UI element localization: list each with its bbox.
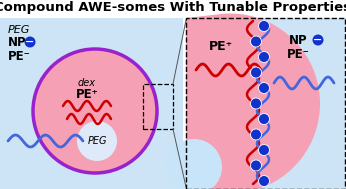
Circle shape bbox=[312, 35, 324, 46]
Circle shape bbox=[258, 83, 270, 94]
Circle shape bbox=[251, 67, 262, 78]
Bar bbox=[186, 18, 346, 189]
Circle shape bbox=[25, 36, 36, 47]
Circle shape bbox=[251, 36, 262, 47]
Circle shape bbox=[251, 129, 262, 140]
Circle shape bbox=[33, 49, 157, 173]
Text: −: − bbox=[313, 35, 323, 45]
Text: PEG: PEG bbox=[8, 25, 30, 35]
Polygon shape bbox=[186, 14, 320, 189]
Circle shape bbox=[258, 145, 270, 156]
Circle shape bbox=[258, 114, 270, 125]
Circle shape bbox=[258, 176, 270, 187]
Text: PE⁺: PE⁺ bbox=[76, 88, 98, 101]
Bar bbox=[0, 18, 183, 189]
Circle shape bbox=[251, 160, 262, 171]
Text: PE⁺: PE⁺ bbox=[209, 40, 233, 53]
Text: PE⁻: PE⁻ bbox=[8, 50, 31, 63]
Text: PEG: PEG bbox=[87, 136, 107, 146]
Text: NP: NP bbox=[8, 36, 27, 49]
Text: dex: dex bbox=[78, 78, 96, 88]
Text: PE⁻: PE⁻ bbox=[286, 47, 309, 60]
Circle shape bbox=[77, 121, 117, 161]
Bar bbox=[143, 84, 173, 129]
Circle shape bbox=[251, 98, 262, 109]
Bar bbox=[186, 18, 345, 189]
Text: NP: NP bbox=[289, 33, 307, 46]
Text: −: − bbox=[25, 37, 35, 47]
Circle shape bbox=[258, 51, 270, 63]
Circle shape bbox=[166, 139, 222, 189]
Text: Compound AWE-somes With Tunable Properties: Compound AWE-somes With Tunable Properti… bbox=[0, 2, 346, 15]
Circle shape bbox=[258, 20, 270, 32]
